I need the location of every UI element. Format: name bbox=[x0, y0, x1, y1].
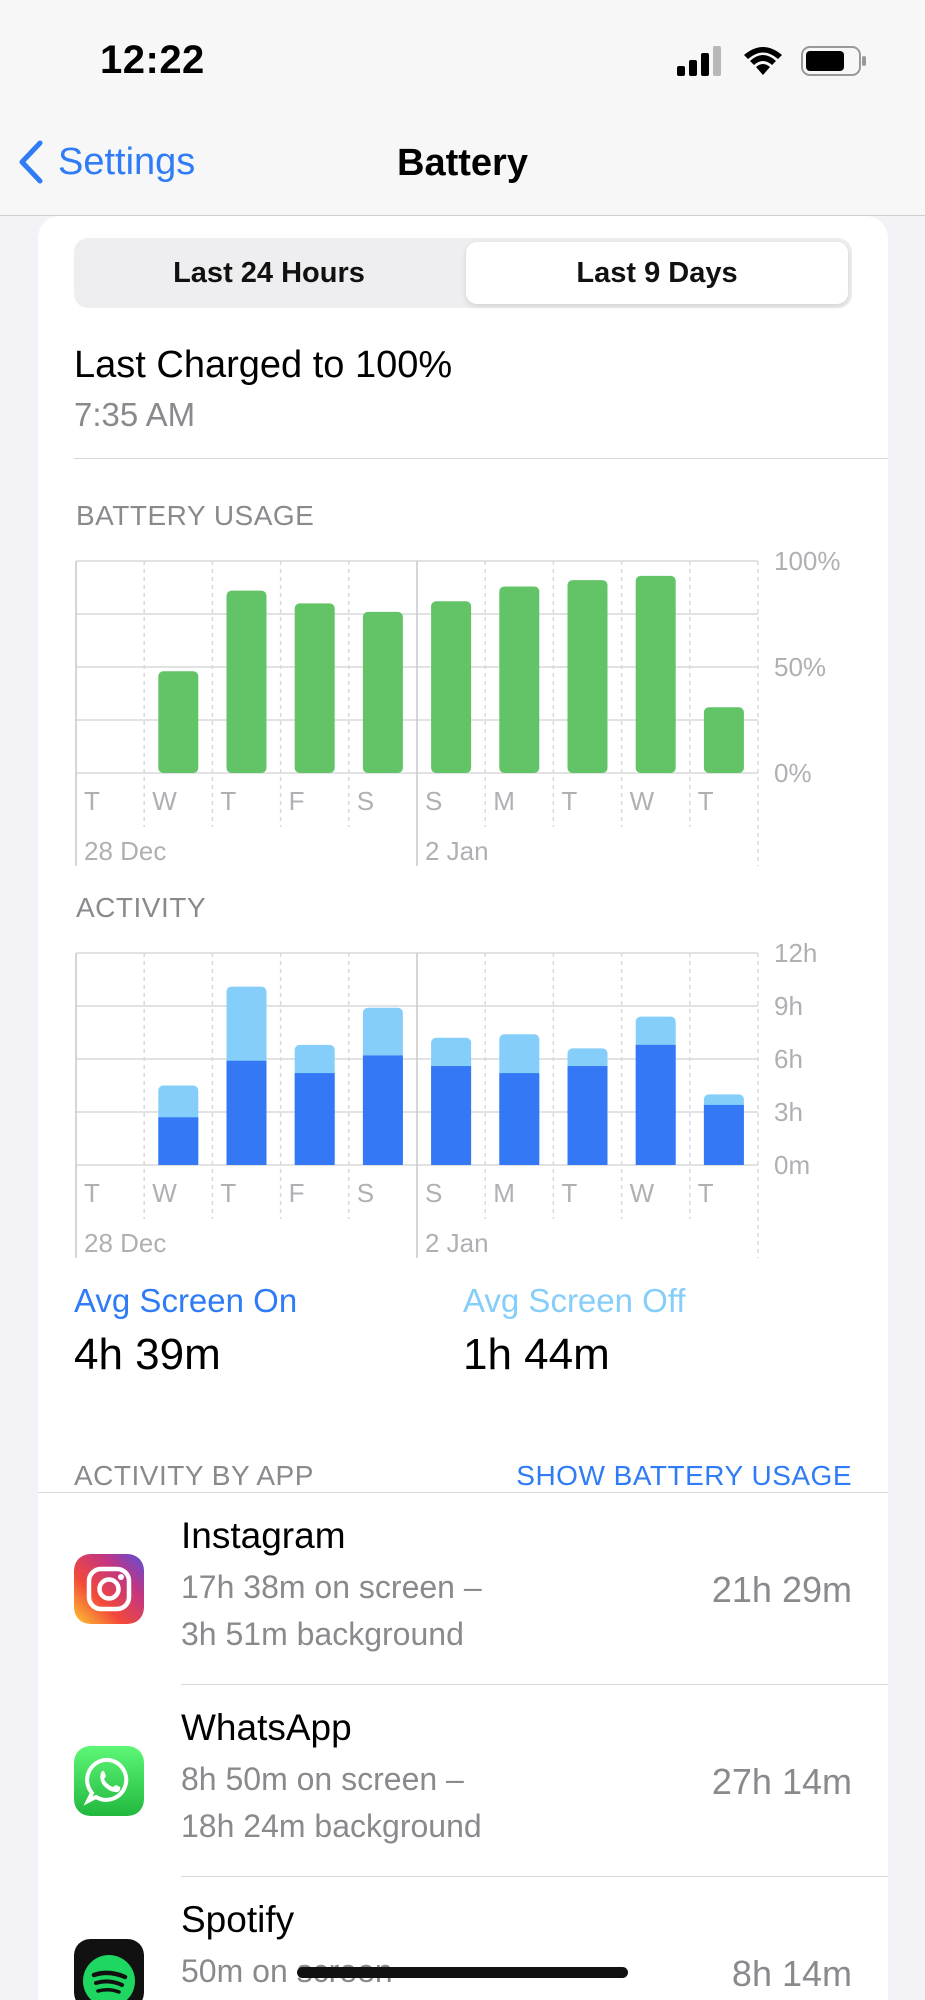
y-tick-label: 6h bbox=[774, 1044, 803, 1074]
segment-last-9-days[interactable]: Last 9 Days bbox=[466, 242, 848, 304]
screen-on-bar bbox=[294, 1073, 335, 1165]
status-bar: 12:22 bbox=[0, 0, 925, 120]
screen-on-bar bbox=[567, 1066, 608, 1165]
x-day-label: S bbox=[425, 786, 442, 816]
battery-usage-label: BATTERY USAGE bbox=[76, 500, 315, 531]
app-total-time: 8h 14m bbox=[731, 1953, 852, 1994]
avg-screen-off-value: 1h 44m bbox=[463, 1330, 610, 1379]
page-title: Battery bbox=[397, 142, 528, 184]
whatsapp-icon bbox=[74, 1746, 144, 1816]
app-usage-detail: 17h 38m on screen – bbox=[181, 1569, 482, 1605]
x-day-label: T bbox=[561, 1178, 577, 1208]
x-day-label: W bbox=[630, 1178, 655, 1208]
battery-bar bbox=[226, 590, 267, 773]
last-charged-time: 7:35 AM bbox=[74, 396, 196, 433]
x-day-label: F bbox=[289, 786, 305, 816]
home-indicator[interactable] bbox=[297, 1967, 628, 1978]
y-tick-label: 50% bbox=[774, 652, 826, 682]
app-name: Instagram bbox=[181, 1515, 346, 1556]
y-tick-label: 0m bbox=[774, 1150, 810, 1180]
x-day-label: F bbox=[289, 1178, 305, 1208]
screen-on-bar bbox=[499, 1073, 540, 1165]
x-date-label: 28 Dec bbox=[84, 836, 166, 866]
instagram-icon bbox=[74, 1554, 144, 1624]
x-day-label: T bbox=[220, 786, 236, 816]
x-day-label: T bbox=[220, 1178, 236, 1208]
battery-bar bbox=[499, 586, 540, 773]
show-battery-usage-link[interactable]: SHOW BATTERY USAGE bbox=[516, 1460, 852, 1491]
x-day-label: M bbox=[493, 1178, 515, 1208]
status-time: 12:22 bbox=[100, 38, 205, 82]
status-icons bbox=[677, 46, 867, 76]
x-day-label: S bbox=[425, 1178, 442, 1208]
screen-on-bar bbox=[362, 1055, 403, 1165]
screen-on-bar bbox=[431, 1066, 472, 1165]
battery-icon bbox=[801, 46, 866, 76]
segment-last-24-hours[interactable]: Last 24 Hours bbox=[173, 256, 365, 289]
x-date-label: 2 Jan bbox=[425, 1228, 489, 1258]
divider bbox=[74, 458, 888, 459]
x-day-label: T bbox=[698, 1178, 714, 1208]
screen-on-bar bbox=[226, 1060, 267, 1165]
x-day-label: S bbox=[357, 786, 374, 816]
x-day-label: T bbox=[561, 786, 577, 816]
x-day-label: T bbox=[84, 786, 100, 816]
battery-usage-chart[interactable]: 100% 50% 0% T W T F S S M T W T 28 Dec 2 Jan bbox=[38, 536, 888, 876]
battery-bar bbox=[431, 601, 472, 773]
avg-screen-off-label: Avg Screen Off bbox=[463, 1282, 686, 1319]
x-date-label: 28 Dec bbox=[84, 1228, 166, 1258]
x-day-label: W bbox=[152, 786, 177, 816]
x-day-label: W bbox=[152, 1178, 177, 1208]
divider bbox=[181, 1684, 888, 1685]
activity-label: ACTIVITY bbox=[76, 892, 207, 923]
app-name: Spotify bbox=[181, 1899, 295, 1940]
x-date-label: 2 Jan bbox=[425, 836, 489, 866]
activity-by-app-label: ACTIVITY BY APP bbox=[74, 1460, 314, 1491]
navigation-bar: Settings Battery bbox=[0, 120, 925, 216]
divider bbox=[181, 1876, 888, 1877]
avg-screen-on-value: 4h 39m bbox=[74, 1330, 221, 1379]
battery-bar bbox=[158, 671, 199, 773]
battery-bar bbox=[703, 707, 744, 773]
avg-screen-on-label: Avg Screen On bbox=[74, 1282, 298, 1319]
app-usage-detail: 18h 24m background bbox=[181, 1808, 482, 1844]
x-day-label: M bbox=[493, 786, 515, 816]
battery-card: Last 24 Hours Last 9 Days Last Charged t… bbox=[38, 216, 888, 2000]
battery-bar bbox=[294, 603, 335, 773]
battery-bar bbox=[567, 580, 608, 773]
wifi-icon bbox=[744, 47, 782, 75]
app-row-instagram[interactable]: Instagram 17h 38m on screen – 3h 51m bac… bbox=[38, 1493, 888, 1685]
y-tick-label: 0% bbox=[774, 758, 812, 788]
screen-on-bar bbox=[703, 1104, 744, 1165]
x-day-label: S bbox=[357, 1178, 374, 1208]
x-day-label: W bbox=[630, 786, 655, 816]
last-charged-title: Last Charged to 100% bbox=[74, 344, 453, 386]
y-tick-label: 3h bbox=[774, 1097, 803, 1127]
time-range-segmented-control: Last 24 Hours Last 9 Days bbox=[74, 238, 852, 308]
screen-on-bar bbox=[635, 1044, 676, 1165]
back-label: Settings bbox=[58, 140, 196, 183]
app-usage-detail: 8h 50m on screen – bbox=[181, 1761, 464, 1797]
app-row-whatsapp[interactable]: WhatsApp 8h 50m on screen – 18h 24m back… bbox=[38, 1685, 888, 1877]
activity-chart[interactable]: 12h 9h 6h 3h 0m T W T F S S M T W T 28 Dec 2 Jan bbox=[38, 928, 888, 1268]
x-day-label: T bbox=[698, 786, 714, 816]
app-total-time: 27h 14m bbox=[711, 1761, 852, 1802]
app-total-time: 21h 29m bbox=[711, 1569, 852, 1610]
screen-on-bar bbox=[158, 1117, 199, 1165]
battery-bar bbox=[635, 575, 676, 773]
app-usage-detail: 3h 51m background bbox=[181, 1616, 464, 1652]
x-day-label: T bbox=[84, 1178, 100, 1208]
chevron-left-icon bbox=[19, 140, 43, 184]
battery-bar bbox=[362, 611, 403, 773]
app-name: WhatsApp bbox=[181, 1707, 352, 1748]
y-tick-label: 100% bbox=[774, 546, 841, 576]
y-tick-label: 9h bbox=[774, 991, 803, 1021]
app-row-spotify[interactable]: Spotify 50m on screen 8h 14m bbox=[38, 1877, 888, 2000]
cellular-signal-icon bbox=[677, 46, 721, 76]
y-tick-label: 12h bbox=[774, 938, 817, 968]
back-button[interactable]: Settings bbox=[18, 140, 195, 184]
divider bbox=[38, 1492, 888, 1493]
spotify-icon bbox=[74, 1939, 144, 2000]
